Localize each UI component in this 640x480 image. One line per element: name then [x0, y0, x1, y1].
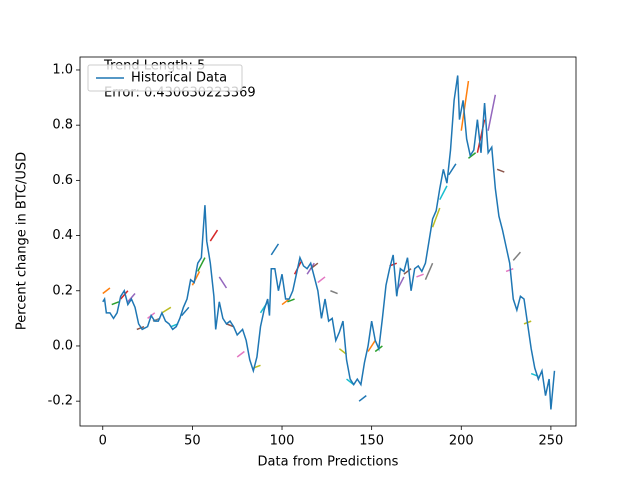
y-tick-label: 1.0: [52, 62, 73, 77]
prediction-line: [111, 301, 120, 306]
prediction-line: [431, 207, 441, 228]
prediction-line: [448, 163, 457, 176]
prediction-line: [226, 323, 234, 328]
prediction-line: [403, 268, 412, 275]
y-tick-label: -0.2: [48, 394, 73, 409]
x-tick-label: 100: [270, 434, 295, 449]
prediction-line: [209, 229, 219, 242]
y-tick-label: 0.2: [52, 283, 73, 298]
prediction-line: [281, 298, 290, 306]
prediction-line: [439, 185, 448, 201]
prediction-line: [102, 287, 111, 295]
legend-label: Historical Data: [131, 71, 227, 86]
prediction-line: [197, 257, 206, 272]
x-tick-label: 250: [538, 434, 563, 449]
x-tick-label: 50: [184, 434, 201, 449]
prediction-line: [467, 152, 477, 159]
prediction-line: [317, 276, 326, 284]
x-tick-label: 150: [359, 434, 384, 449]
x-tick-label: 0: [99, 434, 107, 449]
prediction-line: [496, 168, 505, 173]
prediction-line: [512, 251, 521, 261]
prediction-line: [416, 273, 424, 278]
legend-box: [87, 64, 243, 92]
prediction-line: [424, 262, 434, 281]
prediction-line: [136, 325, 145, 331]
prediction-line: [161, 306, 172, 314]
prediction-line: [367, 340, 376, 352]
y-tick-label: 0.6: [52, 173, 73, 188]
prediction-line: [287, 298, 295, 303]
plot-frame: [79, 56, 577, 427]
prediction-line: [270, 243, 280, 256]
y-tick-label: 0.0: [52, 338, 73, 353]
prediction-line: [330, 290, 338, 295]
prediction-line: [358, 395, 367, 402]
y-tick-label: 0.8: [52, 118, 73, 133]
x-tick-label: 200: [449, 434, 474, 449]
prediction-line: [120, 290, 129, 300]
prediction-line: [127, 293, 136, 303]
y-tick-label: 0.4: [52, 228, 73, 243]
prediction-line: [236, 350, 245, 358]
x-axis-label: Data from Predictions: [258, 455, 399, 470]
series-line: [102, 75, 556, 410]
prediction-line: [218, 276, 228, 289]
y-axis-label: Percent change in BTC/USD: [15, 152, 30, 330]
prediction-line: [181, 306, 190, 317]
prediction-line: [487, 94, 497, 131]
prediction-line: [460, 80, 470, 131]
